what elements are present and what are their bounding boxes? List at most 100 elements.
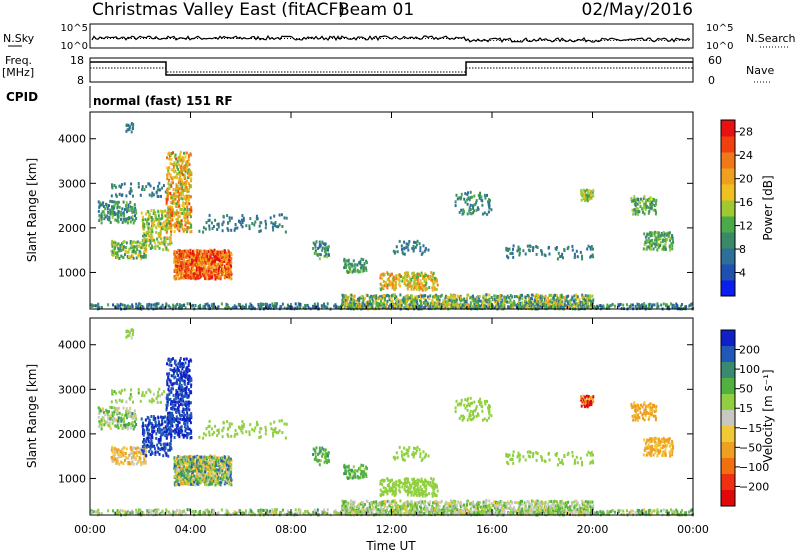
data-point [532, 305, 535, 309]
data-point [158, 425, 161, 429]
data-point [177, 267, 180, 271]
data-point [173, 400, 176, 404]
data-point [208, 250, 211, 254]
data-point [182, 469, 185, 473]
data-point [110, 242, 113, 246]
data-point [589, 299, 592, 303]
data-point [185, 181, 187, 185]
data-point [556, 294, 558, 298]
data-point [404, 275, 407, 279]
data-point [588, 298, 590, 302]
data-point [214, 277, 217, 281]
data-point [186, 188, 189, 192]
data-point [134, 214, 136, 218]
data-point [590, 197, 593, 200]
data-point [481, 212, 484, 216]
data-point [115, 418, 118, 422]
data-point [220, 253, 223, 257]
data-point [173, 456, 176, 460]
data-point [508, 296, 511, 300]
data-point [426, 287, 429, 291]
data-point [106, 217, 109, 221]
data-point [505, 296, 508, 300]
data-point [187, 404, 190, 408]
data-point [181, 305, 184, 309]
data-point [189, 454, 192, 458]
data-point [132, 248, 135, 252]
data-point [168, 172, 171, 176]
data-point [130, 189, 133, 193]
data-point [398, 273, 401, 277]
data-point [483, 211, 486, 215]
data-point [183, 425, 186, 429]
data-point [581, 257, 584, 261]
data-point [138, 450, 141, 454]
data-point [519, 293, 522, 297]
data-point [174, 153, 177, 157]
data-point [414, 274, 417, 277]
data-point [139, 303, 142, 306]
data-point [189, 251, 192, 255]
data-point [102, 201, 105, 205]
data-point [177, 256, 180, 260]
data-point [186, 200, 189, 204]
data-point [539, 296, 542, 300]
data-point [208, 269, 211, 273]
data-point [344, 262, 347, 266]
data-point [131, 424, 134, 428]
data-point [163, 430, 166, 434]
data-point [112, 253, 115, 257]
data-point [360, 306, 363, 310]
data-point [168, 224, 171, 227]
data-point [167, 170, 170, 174]
data-point [186, 205, 189, 209]
data-point [431, 288, 434, 292]
data-point [433, 304, 435, 308]
data-point [409, 300, 412, 304]
data-point [143, 237, 146, 240]
data-point [215, 460, 218, 464]
data-point [478, 196, 481, 200]
data-point [639, 306, 642, 310]
data-point [362, 306, 365, 310]
data-point [222, 256, 225, 259]
data-point [173, 194, 176, 198]
data-point [454, 204, 457, 208]
data-point [248, 224, 251, 228]
data-point [179, 379, 182, 382]
data-point [560, 295, 563, 299]
data-point [166, 381, 169, 385]
data-point [360, 263, 363, 267]
data-point [602, 304, 605, 308]
data-point [166, 166, 169, 170]
data-point [122, 240, 125, 244]
data-point [182, 473, 185, 476]
data-point [511, 252, 514, 255]
data-point [189, 274, 192, 278]
data-point [406, 275, 409, 279]
data-point [503, 295, 506, 299]
data-point [634, 201, 637, 205]
data-point [221, 229, 224, 233]
data-point [172, 208, 174, 212]
data-point [256, 217, 259, 221]
data-point [157, 184, 160, 188]
data-point [187, 260, 190, 264]
data-point [111, 210, 114, 214]
data-point [471, 204, 474, 208]
data-point [197, 476, 200, 480]
data-point [175, 467, 178, 471]
data-point [581, 293, 584, 297]
data-point [483, 306, 486, 310]
data-point [143, 439, 146, 443]
data-point [473, 194, 476, 198]
data-point [417, 276, 420, 280]
data-point [549, 305, 552, 309]
data-point [188, 418, 191, 422]
data-point [182, 372, 185, 375]
data-point [177, 211, 180, 215]
data-point [396, 298, 399, 302]
data-point [167, 412, 170, 415]
data-point [361, 295, 364, 299]
